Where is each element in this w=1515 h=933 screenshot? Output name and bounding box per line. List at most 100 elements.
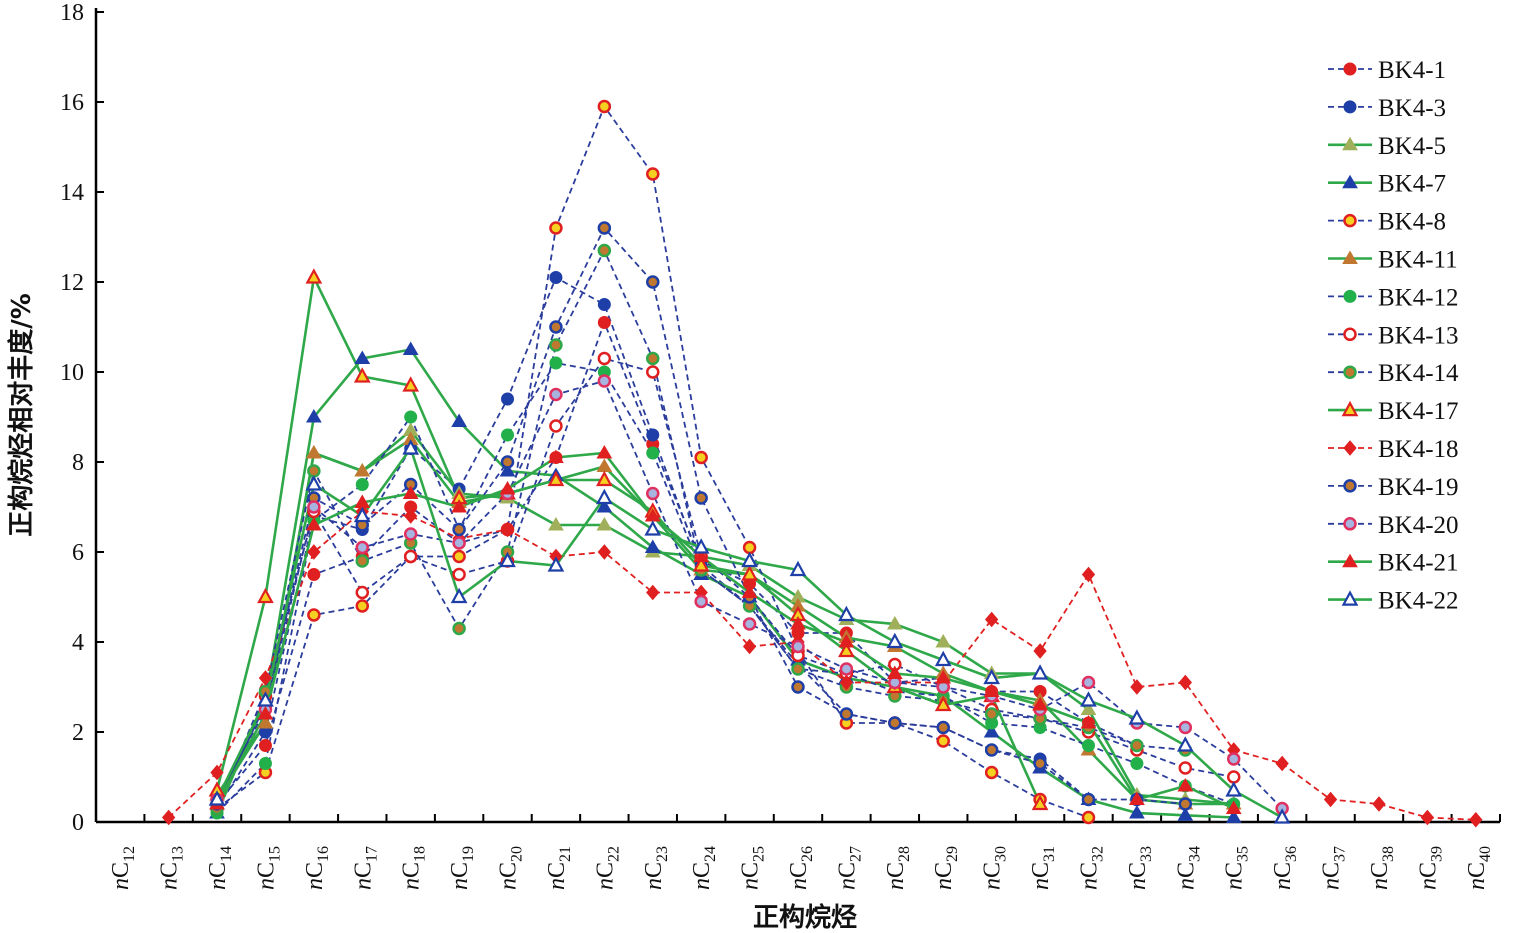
data-point-BK4-13 bbox=[355, 585, 370, 600]
data-point-BK4-20 bbox=[355, 540, 370, 555]
data-point-BK4-12 bbox=[258, 757, 272, 770]
data-point-BK4-21 bbox=[257, 706, 274, 720]
data-point-BK4-22 bbox=[838, 605, 855, 622]
data-point-BK4-21 bbox=[402, 485, 419, 499]
data-point-BK4-22 bbox=[499, 551, 516, 568]
data-point-BK4-21 bbox=[451, 499, 467, 513]
data-point-BK4-8 bbox=[307, 608, 321, 622]
series-lines bbox=[167, 104, 1476, 821]
data-point-BK4-22 bbox=[353, 506, 371, 523]
x-tick-label: nC32 bbox=[1076, 846, 1106, 890]
data-point-BK4-17 bbox=[838, 641, 855, 658]
data-point-BK4-21 bbox=[548, 449, 564, 463]
data-point-BK4-18 bbox=[1178, 674, 1192, 691]
data-point-BK4-21 bbox=[1080, 715, 1097, 729]
x-tick-label: nC38 bbox=[1367, 846, 1397, 890]
x-tick-label: nC30 bbox=[980, 846, 1010, 890]
data-point-BK4-18 bbox=[1275, 755, 1289, 772]
y-tick-label: 2 bbox=[72, 720, 84, 746]
x-tick-label: nC36 bbox=[1270, 846, 1300, 890]
data-point-BK4-12 bbox=[501, 428, 515, 442]
data-point-BK4-17 bbox=[934, 695, 952, 712]
data-point-BK4-18 bbox=[1469, 811, 1483, 828]
legend-marker bbox=[1343, 327, 1357, 342]
x-tick-label: nC26 bbox=[786, 846, 816, 890]
legend-marker bbox=[1343, 62, 1357, 76]
x-tick-label: nC34 bbox=[1173, 846, 1203, 890]
x-ticks: nC12 nC13 nC14 nC15 nC16 nC17 nC18 nC19 nC20 nC21… bbox=[95, 814, 1501, 890]
y-tick-label: 12 bbox=[60, 270, 84, 296]
data-point-BK4-7 bbox=[1225, 809, 1242, 823]
legend-marker bbox=[1343, 440, 1357, 456]
data-point-BK4-21 bbox=[693, 548, 710, 562]
data-point-BK4-7 bbox=[1129, 805, 1145, 819]
data-point-BK4-18 bbox=[984, 611, 999, 628]
x-tick-label: nC40 bbox=[1464, 846, 1494, 890]
x-tick-label: nC23 bbox=[641, 846, 671, 890]
x-tick-label: nC12 bbox=[108, 846, 138, 890]
data-point-BK4-21 bbox=[983, 683, 1000, 697]
legend-marker bbox=[1342, 553, 1358, 568]
x-tick-label: nC25 bbox=[738, 846, 768, 890]
legend-label: BK4-20 bbox=[1378, 512, 1459, 539]
data-point-BK4-7 bbox=[644, 539, 661, 553]
x-tick-label: nC24 bbox=[689, 846, 719, 890]
data-point-BK4-17 bbox=[305, 268, 323, 284]
data-point-BK4-18 bbox=[500, 521, 515, 538]
data-point-BK4-14 bbox=[646, 351, 660, 366]
data-point-BK4-19 bbox=[1178, 797, 1193, 811]
data-point-BK4-22 bbox=[1225, 781, 1243, 797]
x-tick-label: nC20 bbox=[496, 846, 526, 890]
data-point-BK4-7 bbox=[499, 463, 516, 477]
y-tick-label: 18 bbox=[60, 0, 84, 26]
y-tick-label: 16 bbox=[60, 90, 84, 116]
data-point-BK4-8 bbox=[1081, 810, 1096, 825]
data-point-BK4-19 bbox=[646, 275, 660, 289]
data-point-BK4-22 bbox=[1031, 664, 1049, 680]
data-point-BK4-8 bbox=[597, 99, 612, 114]
data-point-BK4-1 bbox=[597, 316, 611, 329]
data-point-BK4-3 bbox=[501, 392, 515, 406]
data-point-BK4-8 bbox=[646, 167, 660, 181]
data-point-BK4-20 bbox=[1081, 675, 1096, 690]
legend-label: BK4-8 bbox=[1378, 209, 1446, 236]
data-point-BK4-18 bbox=[1130, 679, 1144, 695]
data-point-BK4-19 bbox=[452, 522, 466, 537]
data-point-BK4-21 bbox=[886, 665, 903, 679]
data-point-BK4-1 bbox=[307, 568, 321, 581]
data-point-BK4-18 bbox=[646, 584, 660, 601]
legend-label: BK4-17 bbox=[1378, 398, 1459, 425]
data-point-BK4-20 bbox=[549, 387, 563, 402]
data-point-BK4-13 bbox=[549, 419, 563, 433]
legend-label: BK4-14 bbox=[1378, 360, 1459, 387]
data-point-BK4-18 bbox=[597, 544, 612, 560]
legend-marker bbox=[1342, 174, 1358, 189]
series-line-BK4-14 bbox=[216, 248, 1186, 809]
legend-marker bbox=[1343, 479, 1357, 493]
data-point-BK4-21 bbox=[741, 584, 758, 598]
data-point-BK4-14 bbox=[1130, 738, 1144, 753]
data-point-BK4-18 bbox=[1081, 566, 1096, 583]
data-point-BK4-18 bbox=[1033, 643, 1047, 659]
legend-item: BK4-14 bbox=[1328, 360, 1459, 387]
data-point-BK4-18 bbox=[839, 674, 854, 691]
x-tick-label: nC17 bbox=[350, 846, 380, 890]
series-line-BK4-17 bbox=[215, 273, 1042, 805]
data-point-BK4-18 bbox=[1372, 796, 1386, 812]
data-point-BK4-21 bbox=[790, 616, 806, 630]
data-point-BK4-22 bbox=[257, 691, 274, 707]
data-point-BK4-14 bbox=[597, 243, 612, 258]
data-point-BK4-12 bbox=[646, 446, 660, 460]
legend-marker bbox=[1343, 365, 1357, 379]
legend-marker bbox=[1343, 100, 1357, 114]
data-point-BK4-22 bbox=[692, 538, 710, 554]
data-point-BK4-8 bbox=[936, 734, 950, 748]
y-tick-label: 6 bbox=[72, 540, 84, 566]
data-point-BK4-19 bbox=[549, 320, 563, 334]
legend-label: BK4-11 bbox=[1378, 247, 1458, 274]
series-line-BK4-7 bbox=[215, 348, 1234, 819]
legend-marker bbox=[1341, 400, 1359, 417]
data-point-BK4-17 bbox=[402, 376, 420, 392]
legend-label: BK4-12 bbox=[1378, 284, 1459, 311]
series-line-BK4-1 bbox=[216, 319, 1138, 805]
